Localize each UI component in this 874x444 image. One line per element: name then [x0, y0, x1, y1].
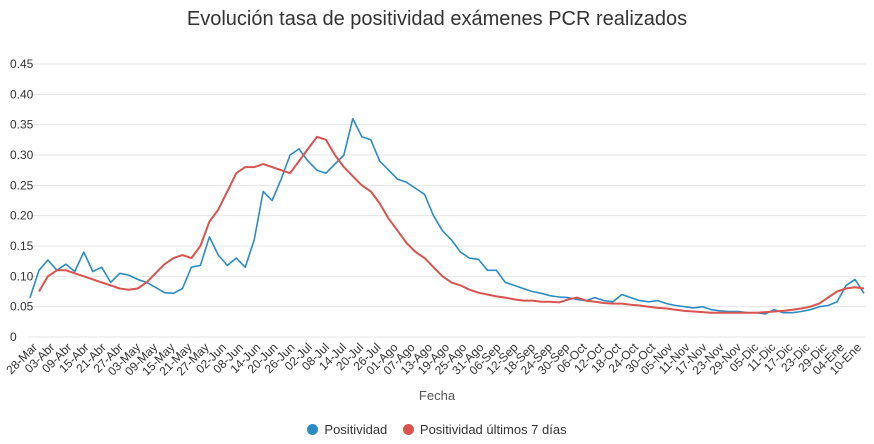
series-line-positividad: [29, 117, 865, 315]
y-tick-label: 0.40: [10, 87, 34, 101]
y-tick-label: 0.05: [10, 300, 34, 314]
legend-marker-positividad: [307, 424, 319, 435]
legend-item-positividad-7-dias[interactable]: Positividad últimos 7 días: [402, 422, 567, 437]
legend-label-positividad-7-dias: Positividad últimos 7 días: [419, 422, 567, 437]
y-tick-label: 0.10: [10, 269, 34, 283]
series-line-positividad-7-dias: [38, 135, 865, 314]
y-tick-label: 0.45: [10, 57, 34, 71]
y-tick-label: 0.20: [10, 209, 34, 223]
y-tick-label: 0.25: [10, 178, 34, 192]
x-axis-label: Fecha: [419, 388, 456, 403]
legend-marker-positividad-7-dias: [402, 424, 414, 435]
legend-label-positividad: Positividad: [324, 422, 388, 437]
legend-item-positividad[interactable]: Positividad: [307, 422, 387, 437]
y-tick-label: 0.15: [10, 239, 34, 253]
chart-legend: Positividad Positividad últimos 7 días: [0, 422, 874, 438]
y-tick-label: 0.35: [10, 118, 34, 132]
chart-title: Evolución tasa de positividad exámenes P…: [186, 8, 688, 30]
y-tick-label: 0: [10, 330, 17, 344]
y-tick-label: 0.30: [10, 148, 34, 162]
